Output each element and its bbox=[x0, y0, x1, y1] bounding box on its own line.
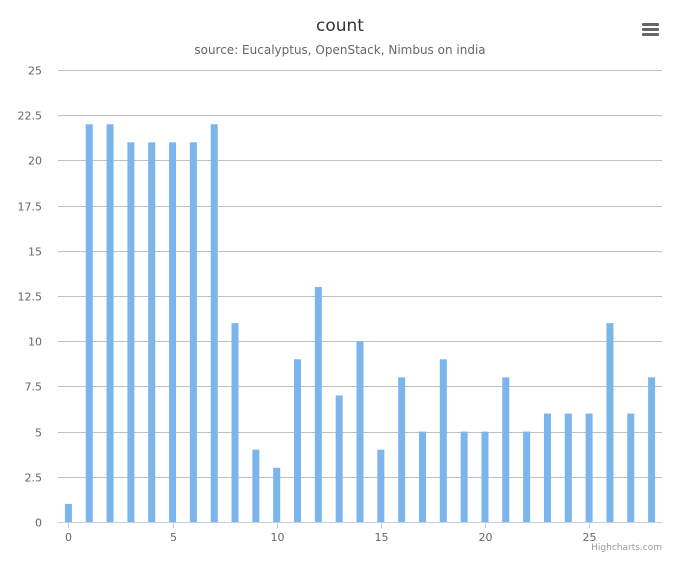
x-tick-label: 20 bbox=[479, 531, 493, 544]
bar[interactable] bbox=[189, 142, 197, 522]
bar[interactable] bbox=[294, 359, 302, 522]
bar[interactable] bbox=[398, 377, 406, 522]
y-tick-label: 15 bbox=[28, 246, 42, 259]
x-tick-label: 15 bbox=[375, 531, 389, 544]
bar[interactable] bbox=[627, 413, 635, 522]
tick-labels: 0 2.5 5 7.5 10 12.5 15 17.5 20 22.5 25 0 5 10 15 20 25 bbox=[18, 65, 597, 545]
bar[interactable] bbox=[648, 377, 656, 522]
bar[interactable] bbox=[564, 413, 572, 522]
x-tick-label: 0 bbox=[65, 531, 72, 544]
grid-lines bbox=[58, 70, 662, 478]
y-tick-label: 2.5 bbox=[25, 472, 43, 485]
y-tick-label: 5 bbox=[35, 427, 42, 440]
y-tick-label: 20 bbox=[28, 155, 42, 168]
bar[interactable] bbox=[543, 413, 551, 522]
y-tick-label: 12.5 bbox=[18, 291, 43, 304]
bar[interactable] bbox=[418, 431, 426, 522]
y-tick-label: 10 bbox=[28, 336, 42, 349]
bar[interactable] bbox=[273, 467, 281, 522]
x-tick-label: 25 bbox=[583, 531, 597, 544]
bar[interactable] bbox=[106, 124, 114, 523]
y-tick-label: 17.5 bbox=[18, 201, 43, 214]
bar[interactable] bbox=[356, 341, 364, 522]
bar[interactable] bbox=[148, 142, 156, 522]
credits-link[interactable]: Highcharts.com bbox=[591, 543, 662, 553]
bar[interactable] bbox=[439, 359, 447, 522]
bar[interactable] bbox=[314, 286, 322, 522]
y-tick-label: 0 bbox=[35, 517, 42, 530]
bar[interactable] bbox=[523, 431, 531, 522]
bar[interactable] bbox=[231, 323, 239, 522]
bar[interactable] bbox=[502, 377, 510, 522]
y-tick-label: 7.5 bbox=[25, 381, 43, 394]
x-tick-label: 5 bbox=[170, 531, 177, 544]
bar[interactable] bbox=[606, 323, 614, 522]
bar[interactable] bbox=[127, 142, 135, 522]
bar-series bbox=[64, 124, 656, 523]
bar[interactable] bbox=[335, 395, 343, 522]
axes bbox=[58, 522, 662, 528]
bar[interactable] bbox=[169, 142, 177, 522]
bar[interactable] bbox=[64, 503, 72, 522]
bar[interactable] bbox=[460, 431, 468, 522]
bar[interactable] bbox=[585, 413, 593, 522]
y-tick-label: 22.5 bbox=[18, 110, 43, 123]
x-tick-label: 10 bbox=[271, 531, 285, 544]
bar[interactable] bbox=[481, 431, 489, 522]
bar[interactable] bbox=[377, 449, 385, 522]
bar[interactable] bbox=[210, 124, 218, 523]
y-tick-label: 25 bbox=[28, 65, 42, 78]
chart-subtitle: source: Eucalyptus, OpenStack, Nimbus on… bbox=[194, 43, 486, 57]
bar[interactable] bbox=[85, 124, 93, 523]
chart-title: count bbox=[316, 16, 364, 36]
chart-menu-button[interactable] bbox=[638, 18, 664, 42]
bar[interactable] bbox=[252, 449, 260, 522]
